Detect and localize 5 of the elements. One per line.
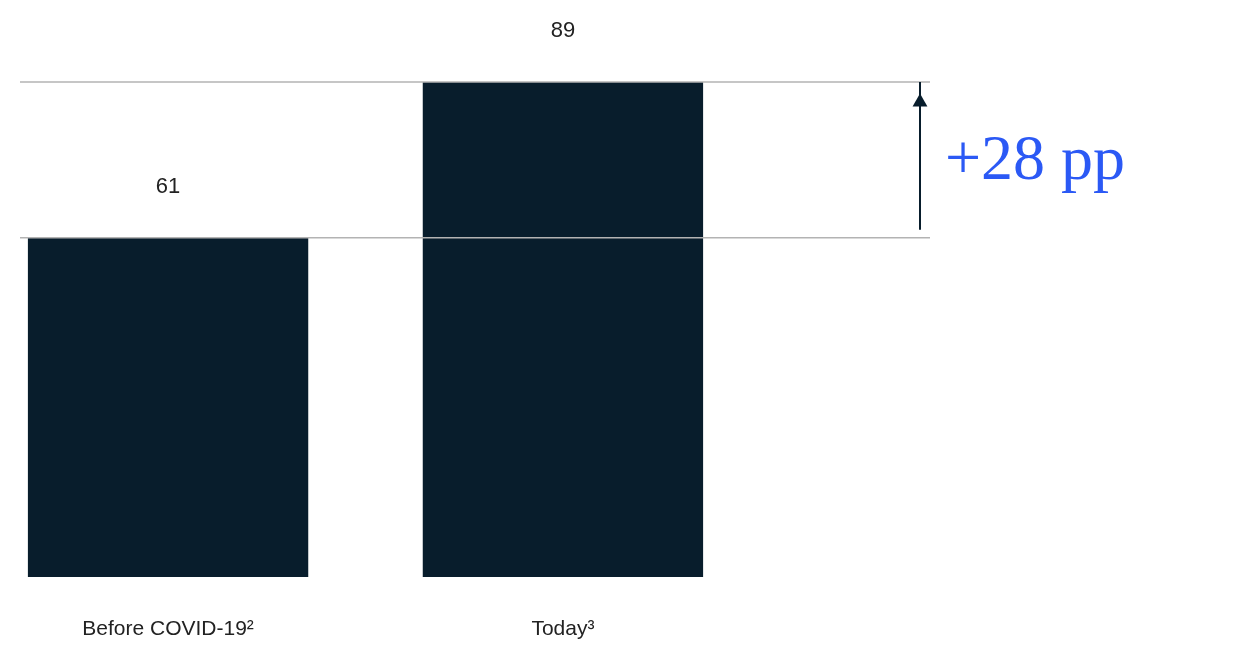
data-label: 61 [155,172,181,198]
x-tick-label: Today³ [531,615,595,639]
x-tick-label: Before COVID-19² [82,615,254,639]
text: +28 pp [945,121,1126,193]
data-label: 89 [550,17,576,42]
